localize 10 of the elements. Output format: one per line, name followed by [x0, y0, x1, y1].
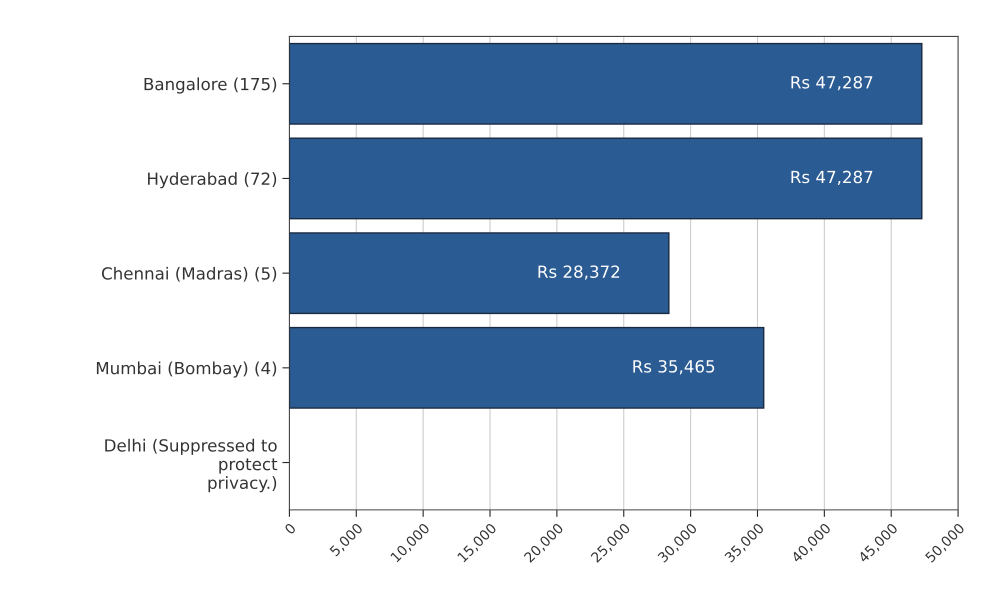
y-tick-label: Chennai (Madras) (5) [102, 266, 276, 282]
y-tick-label: Hyderabad (72) [148, 172, 276, 188]
x-tick-label: 0 [284, 522, 296, 535]
y-tick-label: Delhi (Suppressed to protect privacy.) [105, 438, 278, 492]
data-label: Rs 47,287 [791, 76, 872, 90]
y-tick-label: Bangalore (175) [144, 77, 276, 94]
y-tick-label: Mumbai (Bombay) (4) [96, 362, 276, 378]
data-label: Rs 47,287 [791, 170, 872, 185]
data-label: Rs 28,372 [538, 265, 620, 280]
data-label: Rs 35,465 [633, 360, 714, 374]
